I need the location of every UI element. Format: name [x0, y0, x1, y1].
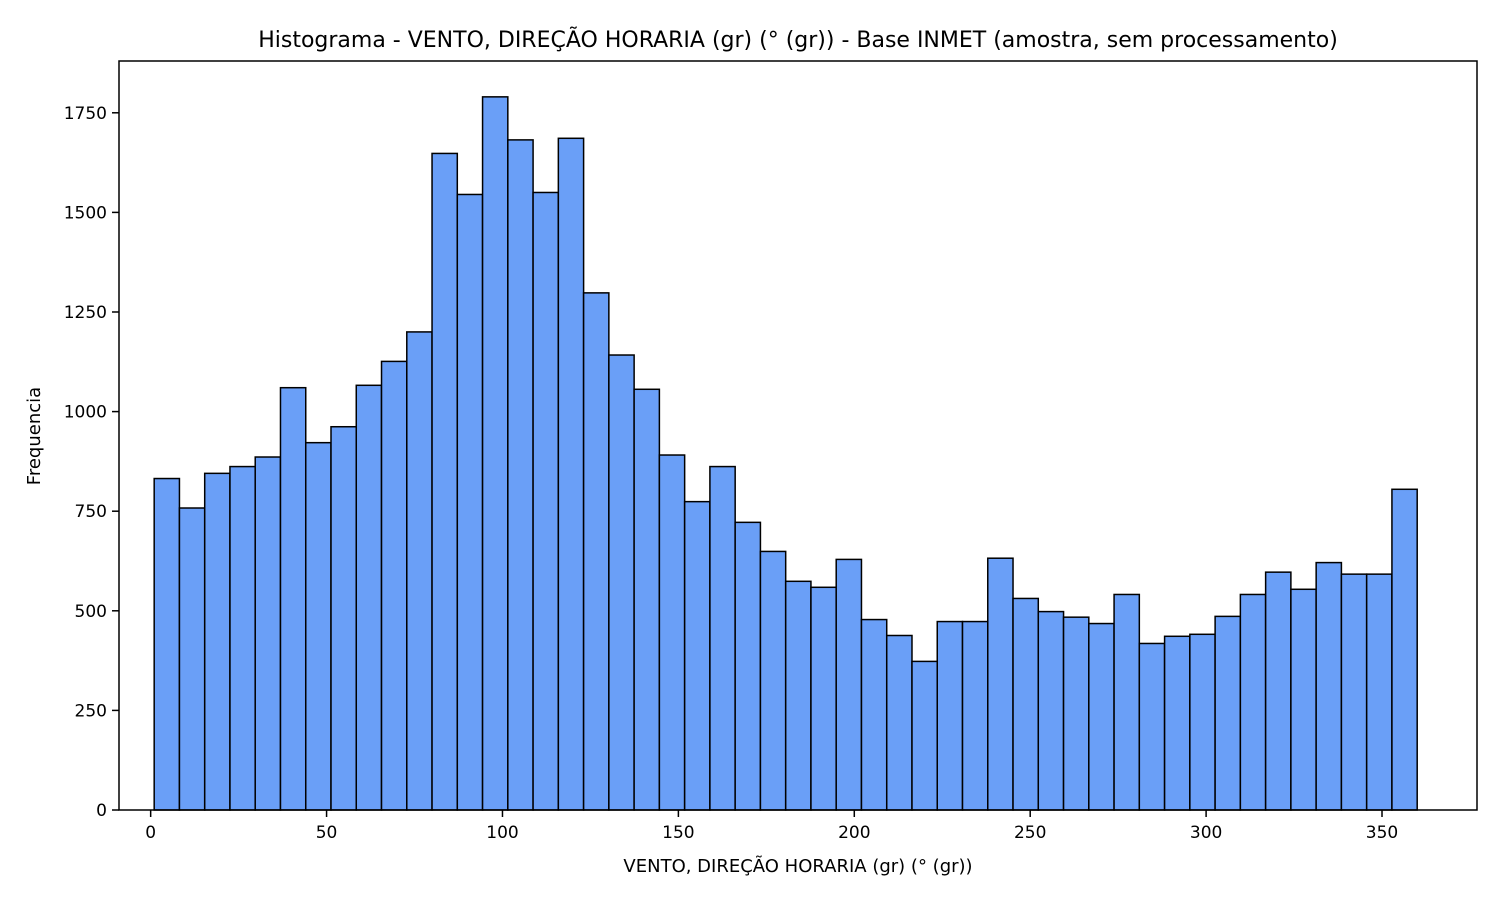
y-tick-label: 0: [96, 801, 107, 821]
histogram-bar: [355, 384, 383, 811]
y-tick-label: 1000: [64, 403, 107, 423]
histogram-bar: [683, 500, 711, 811]
x-tick-label: 300: [1190, 823, 1222, 843]
histogram-bar: [961, 620, 989, 811]
histogram-bar: [481, 96, 509, 811]
histogram-bar: [557, 137, 585, 811]
histogram-bar: [456, 193, 484, 811]
histogram-bar: [1037, 610, 1065, 811]
histogram-bar: [178, 507, 206, 811]
x-tick-label: 200: [838, 823, 870, 843]
y-axis-label: Frequencia: [24, 387, 45, 485]
y-tick-label: 250: [75, 701, 107, 721]
histogram-bar: [709, 465, 736, 811]
histogram-bar: [406, 331, 433, 811]
histogram-bar: [203, 472, 231, 811]
histogram-bar: [633, 388, 661, 811]
histogram-bar: [1391, 488, 1418, 811]
x-tick-label: 150: [662, 823, 694, 843]
histogram-bar: [860, 618, 888, 811]
histogram-bar: [1239, 593, 1267, 811]
x-tick-label: 100: [486, 823, 518, 843]
histogram-bar: [1365, 573, 1393, 811]
plot-frame: [118, 60, 1478, 811]
histogram-bar: [279, 386, 307, 811]
histogram-bar: [1214, 615, 1242, 811]
histogram-bar: [254, 456, 282, 811]
histogram-bar: [1138, 642, 1166, 811]
histogram-bar: [885, 634, 913, 811]
histogram-bar: [810, 586, 837, 811]
histogram-bar: [936, 620, 964, 811]
histogram-bar: [1189, 633, 1216, 811]
histogram-bar: [1113, 593, 1141, 811]
y-axis-ticks: 0 250 500 750 1000 1250 1500 1750: [64, 104, 119, 821]
histogram-bar: [330, 425, 358, 811]
histogram-bar: [304, 441, 332, 811]
x-tick-label: 250: [1014, 823, 1046, 843]
histogram-bar: [734, 521, 762, 811]
y-tick-label: 500: [75, 602, 107, 622]
histogram-bar: [431, 152, 459, 811]
histogram-bar: [582, 292, 610, 811]
chart-title: Histograma - VENTO, DIREÇÃO HORARIA (gr)…: [258, 26, 1338, 53]
histogram-bar: [507, 139, 534, 811]
histogram-bar: [835, 558, 863, 811]
histogram-bar: [1340, 573, 1368, 811]
histogram-bar: [911, 660, 938, 811]
x-tick-label: 0: [145, 823, 156, 843]
histogram-bar: [1062, 616, 1090, 811]
histogram-bar: [987, 557, 1014, 811]
y-tick-label: 750: [75, 502, 107, 522]
histogram-bar: [759, 550, 787, 811]
histogram-bar: [784, 580, 812, 811]
histogram-bar: [1163, 635, 1191, 811]
y-tick-label: 1500: [64, 203, 107, 223]
histogram-bar: [1290, 588, 1317, 811]
histogram-bar: [1264, 571, 1292, 811]
histogram-bar: [153, 477, 181, 811]
bars-group: [153, 96, 1418, 811]
histogram-bar: [1012, 597, 1040, 811]
histogram-bar: [1088, 622, 1115, 811]
x-axis-label: VENTO, DIREÇÃO HORARIA (gr) (° (gr)): [623, 855, 972, 877]
histogram-bar: [229, 465, 256, 811]
y-tick-label: 1750: [64, 104, 107, 124]
y-tick-label: 1250: [64, 303, 107, 323]
histogram-bar: [658, 454, 686, 811]
histogram-bar: [608, 354, 635, 811]
x-tick-label: 50: [316, 823, 338, 843]
histogram-bar: [380, 360, 408, 811]
x-axis-ticks: 0 50 100 150 200 250 300 350: [145, 810, 1398, 843]
x-tick-label: 350: [1366, 823, 1398, 843]
histogram-bar: [532, 191, 560, 811]
histogram-bar: [1315, 561, 1343, 811]
